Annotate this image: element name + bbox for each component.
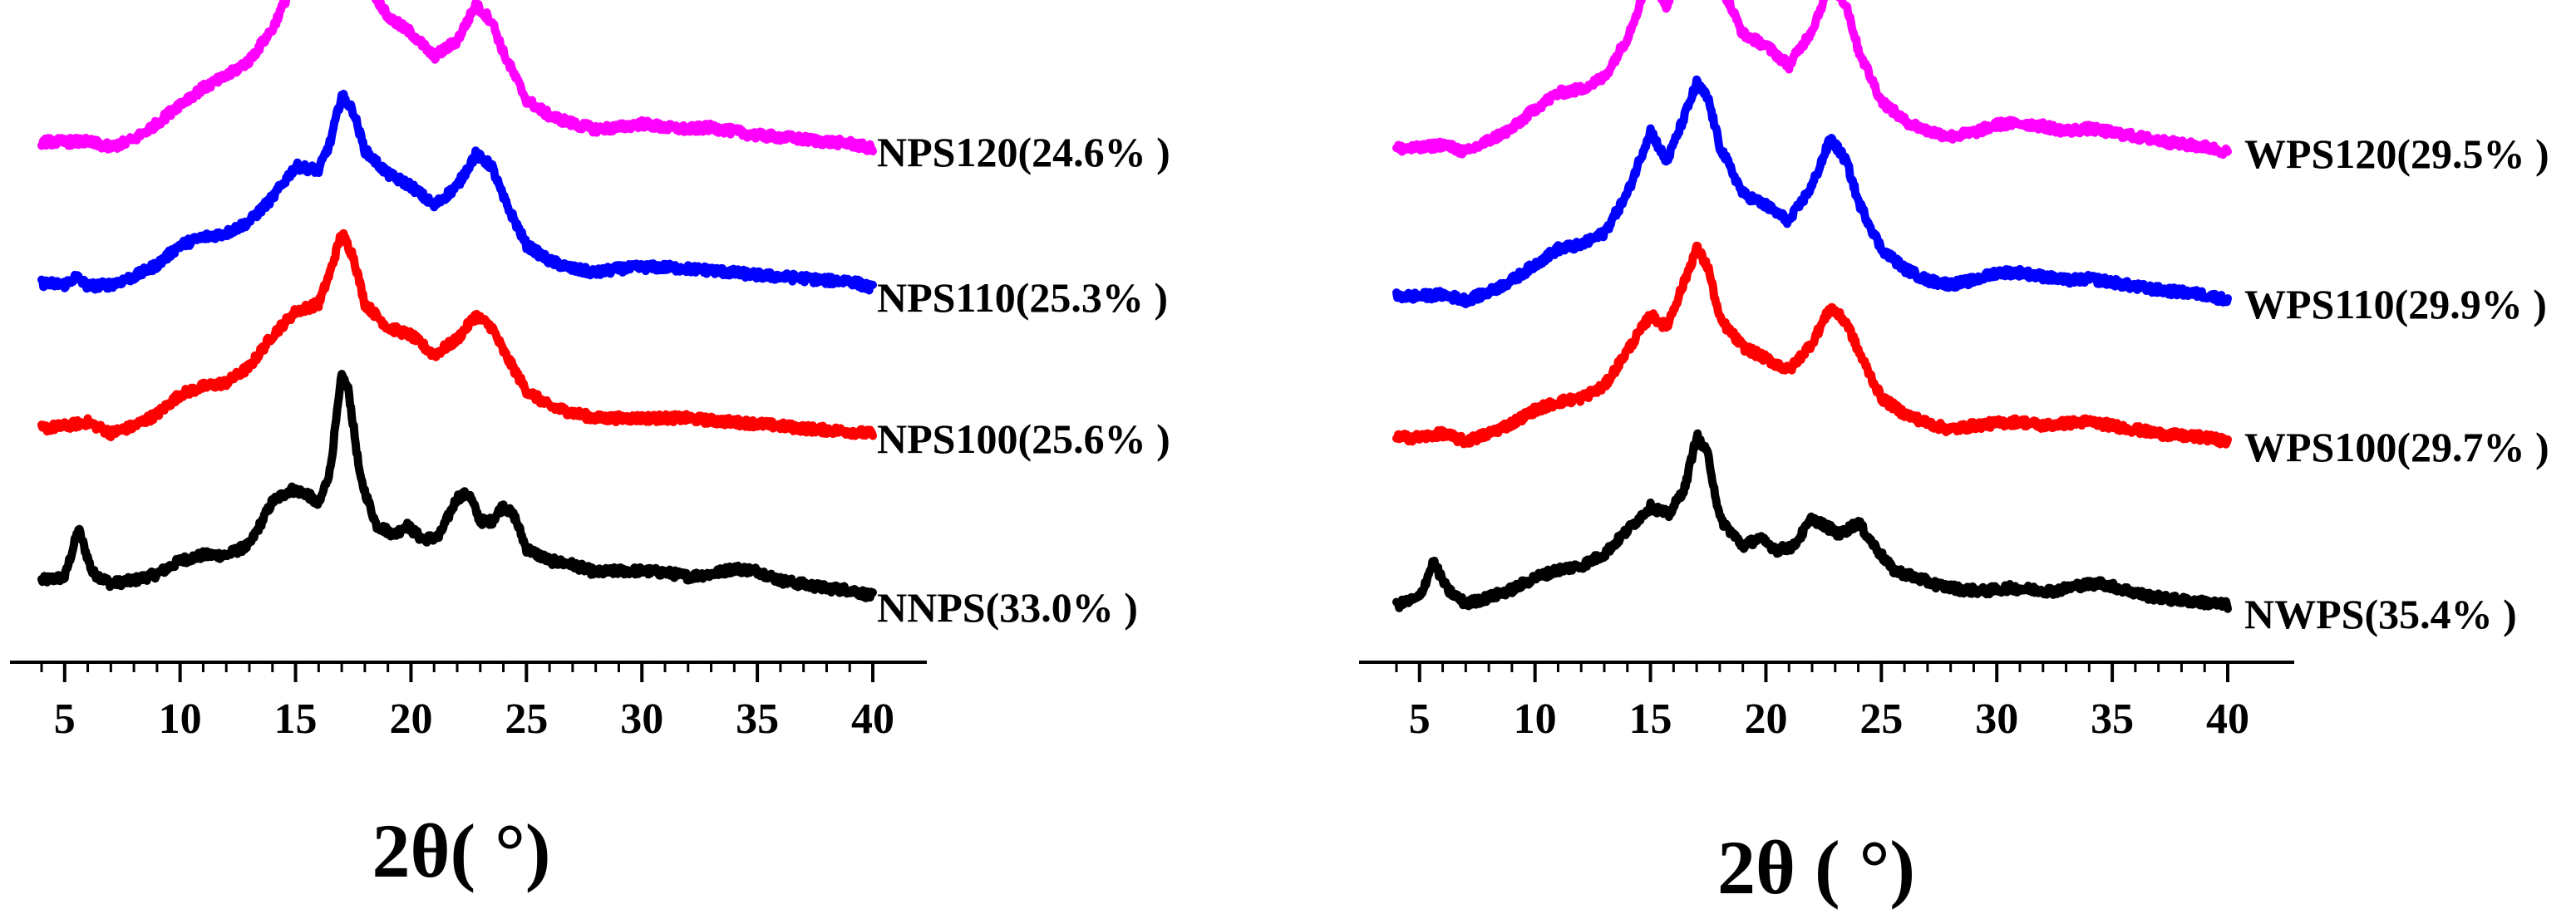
- series-line-left-1: [37, 228, 877, 441]
- x-tick-label: 15: [1629, 695, 1672, 743]
- series-label: NWPS(35.4% ): [2244, 591, 2517, 637]
- x-axis-title: 2θ( °): [372, 808, 550, 893]
- series-line-right-3: [1392, 0, 2232, 160]
- series-label: WPS100(29.7% ): [2244, 424, 2549, 470]
- series-label: NNPS(33.0% ): [877, 584, 1138, 631]
- x-tick-label: 30: [1975, 695, 2018, 743]
- series-line-right-0: [1392, 429, 2232, 613]
- x-tick-label: 20: [1744, 695, 1787, 743]
- x-tick-label: 10: [159, 695, 202, 743]
- x-tick-label: 25: [505, 695, 548, 743]
- left-panel: NNPS(33.0% ) NPS100(25.6% ) NPS110(25.3% )…: [10, 0, 1170, 893]
- x-tick-label: 20: [389, 695, 432, 743]
- right-panel: NWPS(35.4% ) WPS100(29.7% ) WPS110(29.9% )…: [1359, 0, 2549, 910]
- series-line-left-0: [37, 370, 877, 602]
- series-label: NPS100(25.6% ): [877, 415, 1170, 462]
- series-line-right-2: [1392, 75, 2232, 308]
- series-label: NPS110(25.3% ): [877, 274, 1168, 321]
- x-tick-label: 30: [620, 695, 663, 743]
- x-tick-label: 25: [1859, 695, 1903, 743]
- x-tick-label: 35: [736, 695, 779, 743]
- x-tick-label: 35: [2091, 695, 2134, 743]
- x-tick-label: 40: [851, 695, 894, 743]
- series-label: WPS120(29.5% ): [2244, 130, 2549, 177]
- x-axis-title: 2θ ( °): [1717, 825, 1915, 910]
- series-line-left-2: [37, 90, 877, 295]
- series-line-right-1: [1392, 241, 2232, 449]
- series-line-left-3: [37, 0, 877, 155]
- x-tick-label: 40: [2206, 695, 2249, 743]
- x-tick-label: 10: [1514, 695, 1557, 743]
- x-tick-label: 15: [274, 695, 318, 743]
- series-label: NPS120(24.6% ): [877, 129, 1170, 175]
- x-tick-label: 5: [54, 695, 76, 743]
- series-label: WPS110(29.9% ): [2244, 281, 2547, 327]
- x-tick-label: 5: [1409, 695, 1431, 743]
